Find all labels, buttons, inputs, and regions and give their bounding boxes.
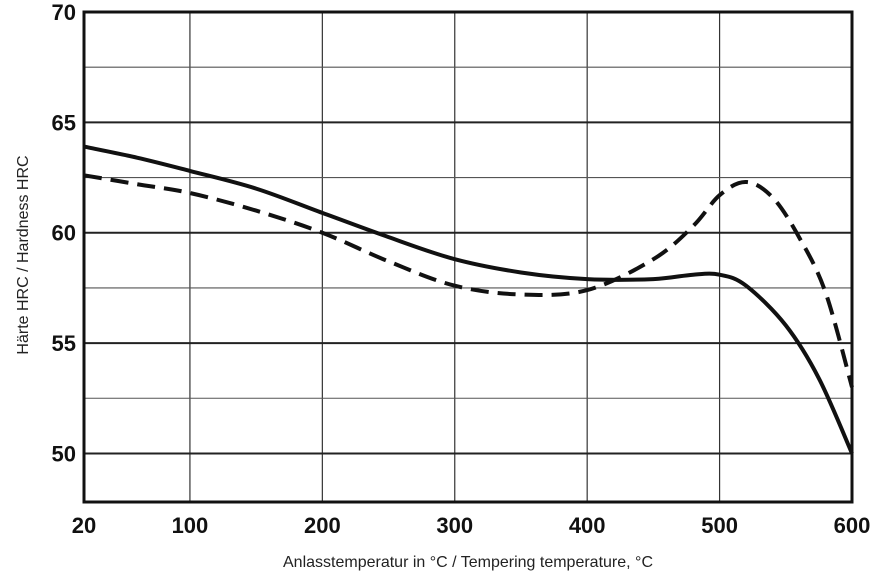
y-tick-labels: 50 55 60 65 70 xyxy=(52,0,76,466)
x-tick-label-300: 300 xyxy=(436,513,473,538)
x-axis-label: Anlasstemperatur in °C / Tempering tempe… xyxy=(283,554,653,571)
y-axis-label: Härte HRC / Hardness HRC xyxy=(15,155,32,354)
y-tick-label-65: 65 xyxy=(52,110,76,135)
x-tick-label-20: 20 xyxy=(72,513,96,538)
series-line-solid xyxy=(83,144,854,455)
x-tick-label-600: 600 xyxy=(834,513,871,538)
plot-frame xyxy=(82,10,854,504)
x-tick-label-100: 100 xyxy=(172,513,209,538)
y-tick-label-50: 50 xyxy=(52,441,76,466)
y-tick-label-60: 60 xyxy=(52,221,76,246)
series-line-dashed xyxy=(83,173,854,388)
x-tick-label-500: 500 xyxy=(701,513,738,538)
grid-lines xyxy=(83,11,853,502)
series-layer xyxy=(83,144,854,455)
x-tick-label-400: 400 xyxy=(569,513,606,538)
x-tick-labels: 20 100 200 300 400 500 600 xyxy=(72,513,871,538)
y-tick-label-55: 55 xyxy=(52,331,76,356)
y-tick-label-70: 70 xyxy=(52,0,76,25)
x-tick-label-200: 200 xyxy=(304,513,341,538)
